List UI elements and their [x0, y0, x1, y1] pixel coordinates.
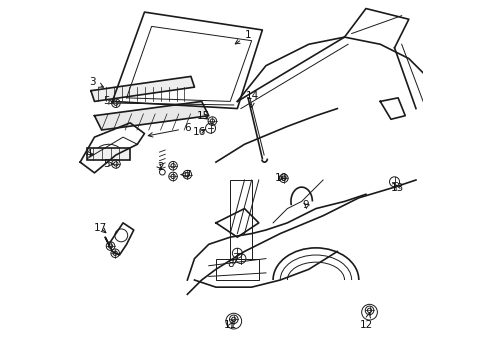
Text: 7: 7: [181, 170, 190, 180]
Bar: [87, 148, 130, 160]
Text: 13: 13: [390, 183, 403, 193]
Polygon shape: [91, 76, 194, 102]
Text: 9: 9: [302, 200, 309, 210]
Text: 6: 6: [148, 123, 190, 137]
Text: 14: 14: [245, 91, 259, 108]
Bar: [216, 258, 258, 280]
Text: 10: 10: [274, 173, 287, 183]
Text: 17: 17: [94, 223, 107, 233]
Text: 5: 5: [103, 96, 113, 107]
Bar: [230, 180, 251, 258]
Text: 12: 12: [359, 313, 372, 330]
Text: 5: 5: [103, 159, 113, 169]
Text: 2: 2: [157, 162, 163, 172]
Text: 16: 16: [193, 127, 206, 137]
Text: 1: 1: [235, 30, 251, 44]
Text: 4: 4: [85, 149, 93, 159]
Polygon shape: [94, 102, 208, 130]
Text: 3: 3: [89, 77, 103, 87]
Text: 11: 11: [224, 320, 237, 330]
Text: 15: 15: [196, 111, 210, 121]
Text: 8: 8: [227, 259, 237, 269]
